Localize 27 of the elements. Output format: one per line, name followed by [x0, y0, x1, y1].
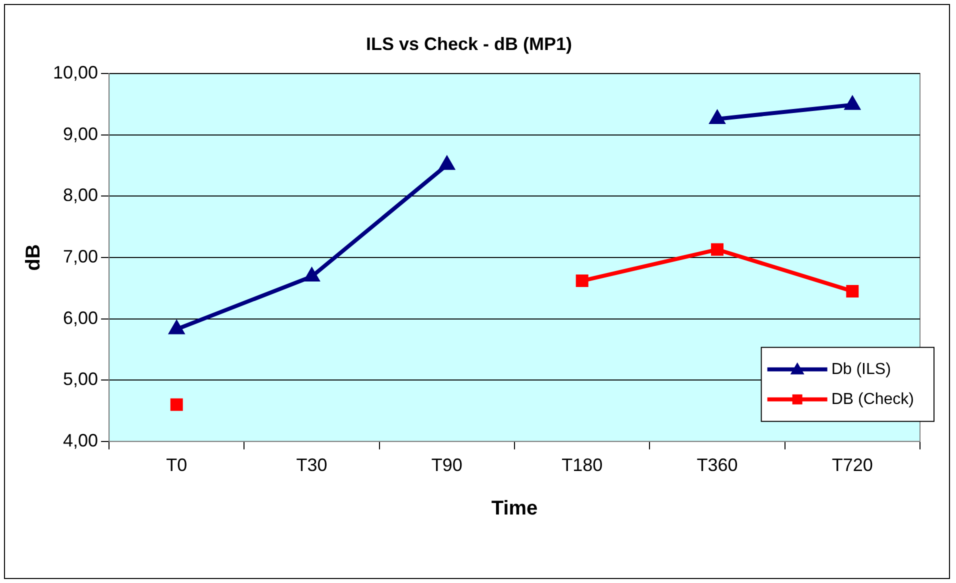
point: [845, 96, 860, 110]
point: [711, 243, 724, 256]
y-tick-label: 6,00: [62, 308, 98, 328]
x-tick-label: T0: [166, 455, 188, 476]
y-tick-label: 7,00: [62, 246, 98, 266]
legend-label: Db (ILS): [831, 360, 891, 378]
point: [710, 110, 724, 124]
y-axis-title: dB: [22, 244, 45, 271]
y-tick-label: 8,00: [62, 185, 98, 206]
x-tick-label: T360: [696, 455, 738, 476]
y-tick-label: 4,00: [62, 430, 98, 450]
y-tick-label: 10,00: [52, 62, 98, 83]
chart-title: ILS vs Check - dB (MP1): [366, 34, 572, 54]
point: [170, 398, 183, 411]
y-tick-label: 5,00: [62, 369, 98, 390]
point: [440, 156, 454, 170]
x-tick-label: T90: [431, 455, 462, 476]
x-axis-title: Time: [491, 498, 538, 520]
point: [304, 268, 319, 282]
x-tick-label: T720: [832, 455, 873, 476]
x-tick-label: T30: [296, 455, 328, 476]
point: [846, 284, 859, 298]
x-tick-label: T180: [562, 455, 603, 476]
legend-label: DB (Check): [831, 390, 914, 408]
point: [576, 274, 588, 288]
point: [169, 321, 184, 334]
y-tick-label: 9,00: [62, 124, 98, 144]
